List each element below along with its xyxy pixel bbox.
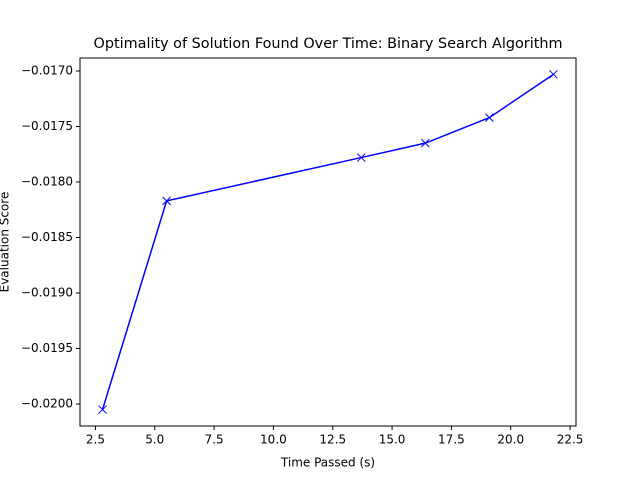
y-axis-label: Evaluation Score <box>0 192 12 293</box>
y-tick-label: −0.0190 <box>21 286 73 300</box>
y-tick-label: −0.0195 <box>21 341 73 355</box>
data-marker <box>485 113 494 122</box>
x-axis-label: Time Passed (s) <box>280 456 375 470</box>
x-tick-label: 12.5 <box>319 433 346 447</box>
data-line <box>101 73 554 410</box>
data-marker <box>356 153 366 162</box>
y-tick-label: −0.0180 <box>21 174 73 188</box>
data-marker <box>98 405 107 414</box>
x-tick-label: 22.5 <box>557 433 584 447</box>
y-tick-label: −0.0170 <box>21 63 73 77</box>
data-marker <box>420 138 430 148</box>
x-tick-label: 17.5 <box>438 433 465 447</box>
y-tick-label: −0.0175 <box>21 119 73 133</box>
axes-frame <box>79 57 577 427</box>
y-tick-label: −0.0185 <box>21 230 73 244</box>
data-marker <box>549 69 558 79</box>
x-tick-label: 10.0 <box>260 433 287 447</box>
x-tick-label: 5.0 <box>145 433 164 447</box>
chart-title: Optimality of Solution Found Over Time: … <box>94 36 563 52</box>
x-tick-label: 15.0 <box>379 433 406 447</box>
x-tick-label: 2.5 <box>86 433 105 447</box>
y-tick-label: −0.0200 <box>21 397 73 411</box>
data-marker <box>162 196 171 206</box>
x-tick-label: 20.0 <box>497 433 524 447</box>
x-tick-label: 7.5 <box>205 433 224 447</box>
